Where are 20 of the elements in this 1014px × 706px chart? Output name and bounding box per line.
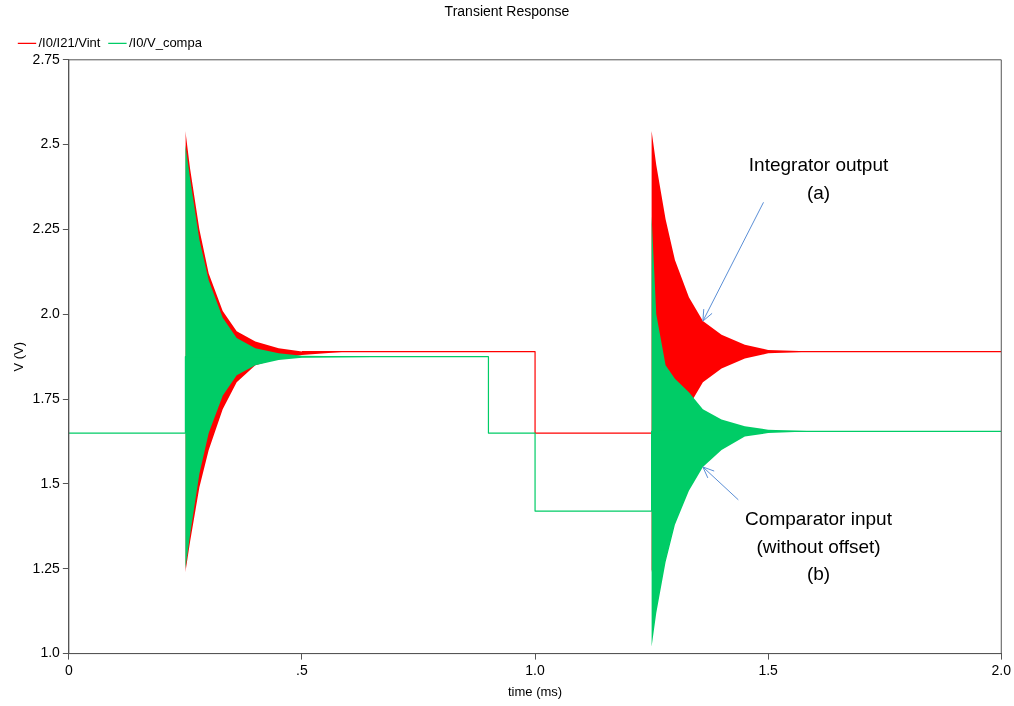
legend-label: /I0/V_compa	[128, 34, 203, 50]
x-tick-label: .5	[296, 661, 308, 678]
x-tick-label: 2.0	[991, 661, 1012, 678]
y-tick-label: 1.0	[40, 644, 61, 661]
y-tick-label: 2.0	[40, 305, 61, 322]
y-tick-label: 1.75	[32, 389, 61, 406]
y-tick-label: 1.5	[40, 474, 61, 491]
y-axis-title: V (V)	[11, 341, 27, 372]
x-tick-label: 1.5	[758, 661, 779, 678]
annotation: Comparator input (without offset) (b)	[745, 508, 893, 585]
y-tick-label: 1.25	[32, 559, 61, 576]
chart-title: Transient Response	[444, 3, 570, 20]
y-tick-label: 2.25	[32, 220, 61, 237]
x-tick-label: 0	[64, 661, 73, 678]
legend-label: /I0/I21/Vint	[38, 34, 101, 50]
x-axis-title: time (ms)	[507, 683, 563, 699]
x-tick-label: 1.0	[525, 661, 545, 678]
y-tick-label: 2.75	[32, 50, 61, 67]
annotation: Integrator output (a)	[748, 154, 889, 203]
y-tick-label: 2.5	[40, 135, 61, 152]
